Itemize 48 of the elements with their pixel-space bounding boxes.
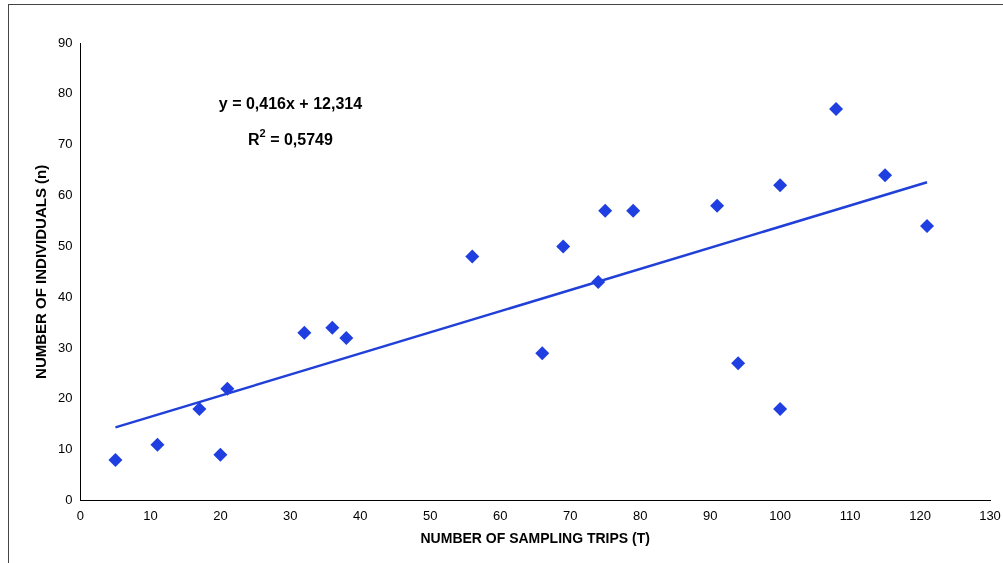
x-tick-label: 110 <box>839 507 861 523</box>
x-tick-label: 80 <box>632 507 648 523</box>
y-tick-label: 50 <box>57 237 73 253</box>
x-tick-label: 130 <box>979 507 1001 523</box>
y-tick-label: 90 <box>57 34 73 50</box>
x-tick-label: 120 <box>909 507 931 523</box>
x-axis-title: NUMBER OF SAMPLING TRIPS (T) <box>420 530 650 547</box>
point <box>535 346 550 361</box>
x-tick-label: 20 <box>213 507 228 523</box>
x-tick-label: 70 <box>562 507 578 523</box>
point <box>773 402 788 417</box>
x-tick-label: 40 <box>353 507 368 523</box>
x-tick-label: 10 <box>143 507 158 523</box>
point <box>325 320 340 335</box>
point <box>878 168 893 183</box>
x-tick-label: 60 <box>493 507 508 523</box>
y-tick-label: 20 <box>57 390 73 406</box>
y-axis-title: NUMBER OF INDIVIDUALS (n) <box>32 164 50 379</box>
y-tick-label: 60 <box>57 187 73 203</box>
annotation: y = 0,416x + 12,314 <box>218 95 363 113</box>
point <box>731 356 746 371</box>
point <box>591 274 606 289</box>
point <box>192 402 207 417</box>
x-tick-label: 30 <box>283 507 298 523</box>
x-tick-label: 100 <box>769 507 791 523</box>
point <box>465 249 480 264</box>
x-tick-label: 90 <box>702 507 718 523</box>
y-tick-label: 0 <box>65 492 73 508</box>
y-tick-label: 10 <box>57 441 73 457</box>
point <box>213 447 228 462</box>
y-tick-label: 40 <box>57 288 73 304</box>
point <box>598 203 613 218</box>
point <box>626 203 641 218</box>
point <box>339 330 354 345</box>
y-tick-label: 30 <box>57 339 73 355</box>
point <box>710 198 725 213</box>
point <box>220 381 235 396</box>
y-tick-label: 80 <box>57 85 73 101</box>
point <box>108 452 123 467</box>
point <box>150 437 165 452</box>
x-tick-label: 0 <box>76 507 85 523</box>
point <box>773 178 788 193</box>
point <box>297 325 312 340</box>
point <box>920 219 935 234</box>
y-tick-label: 70 <box>57 136 73 152</box>
x-tick-label: 50 <box>423 507 438 523</box>
point <box>829 102 844 117</box>
point <box>556 239 571 254</box>
